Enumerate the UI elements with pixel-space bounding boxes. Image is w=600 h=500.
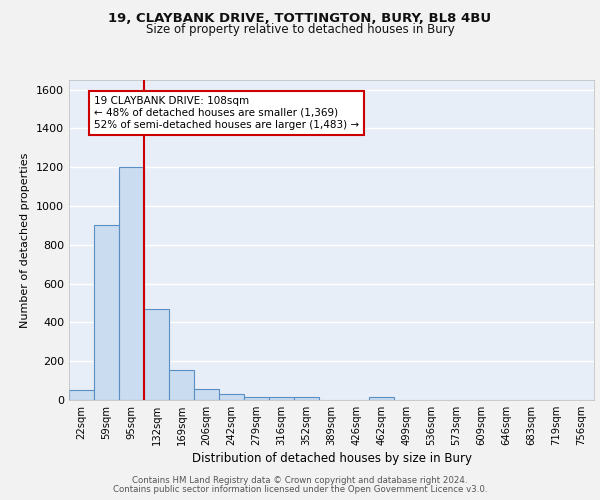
Bar <box>294 397 319 400</box>
Bar <box>244 397 269 400</box>
Bar <box>144 309 169 400</box>
Bar <box>169 370 194 400</box>
Text: Size of property relative to detached houses in Bury: Size of property relative to detached ho… <box>146 22 454 36</box>
Bar <box>119 168 144 400</box>
Bar <box>219 394 244 400</box>
Bar <box>369 397 394 400</box>
Bar <box>269 397 294 400</box>
Text: Contains HM Land Registry data © Crown copyright and database right 2024.: Contains HM Land Registry data © Crown c… <box>132 476 468 485</box>
Bar <box>194 390 219 400</box>
Y-axis label: Number of detached properties: Number of detached properties <box>20 152 31 328</box>
Bar <box>69 390 94 400</box>
Text: 19, CLAYBANK DRIVE, TOTTINGTON, BURY, BL8 4BU: 19, CLAYBANK DRIVE, TOTTINGTON, BURY, BL… <box>109 12 491 26</box>
Bar <box>94 226 119 400</box>
X-axis label: Distribution of detached houses by size in Bury: Distribution of detached houses by size … <box>191 452 472 465</box>
Text: 19 CLAYBANK DRIVE: 108sqm
← 48% of detached houses are smaller (1,369)
52% of se: 19 CLAYBANK DRIVE: 108sqm ← 48% of detac… <box>94 96 359 130</box>
Text: Contains public sector information licensed under the Open Government Licence v3: Contains public sector information licen… <box>113 485 487 494</box>
